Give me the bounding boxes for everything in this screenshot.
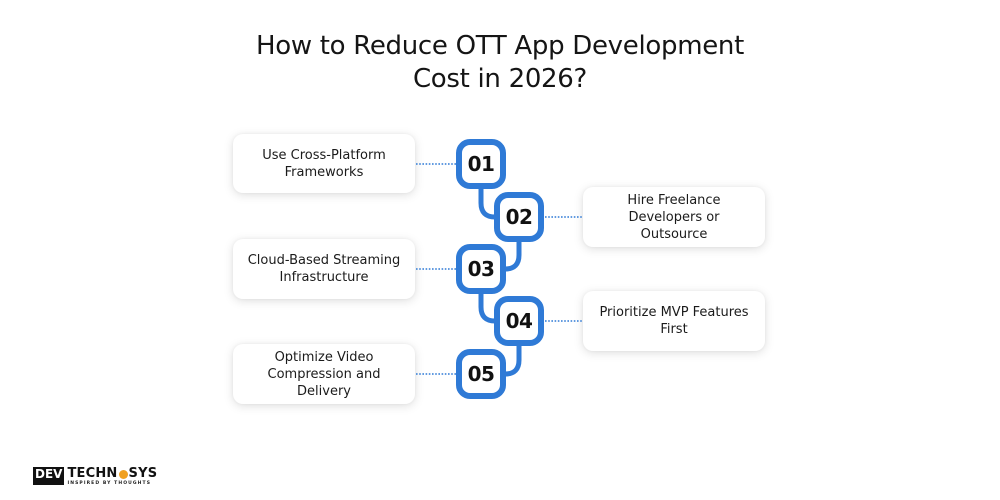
gear-icon: [118, 469, 128, 479]
step-label: Use Cross-Platform Frameworks: [262, 147, 386, 180]
step-number-text: 02: [505, 205, 533, 229]
link-02-03: [502, 238, 522, 272]
step-card-01: Use Cross-Platform Frameworks: [233, 134, 415, 193]
logo-left-text: DEV: [35, 467, 63, 481]
step-label: Hire Freelance Developers or Outsource: [627, 192, 721, 242]
link-01-02: [478, 185, 498, 220]
logo-text-a: TECHN: [67, 466, 118, 481]
step-label: Optimize Video Compression and Delivery: [267, 349, 381, 399]
step-number-text: 01: [467, 152, 495, 176]
step-label: Prioritize MVP Features First: [599, 305, 749, 337]
step-number-text: 04: [505, 309, 533, 333]
page-title: How to Reduce OTT App Development Cost i…: [0, 30, 1000, 96]
logo-text-b: SYS: [128, 466, 158, 481]
step-number-04: 04: [494, 296, 544, 346]
link-03-04: [478, 290, 498, 324]
title-line-1: How to Reduce OTT App Development: [255, 31, 744, 61]
step-number-01: 01: [456, 139, 506, 189]
step-card-03: Cloud-Based Streaming Infrastructure: [233, 239, 415, 299]
step-card-04: Prioritize MVP Features First: [583, 291, 765, 351]
step-card-02: Hire Freelance Developers or Outsource: [583, 187, 765, 247]
link-04-05: [502, 342, 522, 377]
step-number-05: 05: [456, 349, 506, 399]
logo-monitor-icon: DEV: [33, 467, 65, 485]
step-label: Cloud-Based Streaming Infrastructure: [247, 253, 401, 285]
step-number-text: 05: [467, 362, 495, 386]
step-number-02: 02: [494, 192, 544, 242]
brand-logo: DEV TECHN SYS INSPIRED BY THOUGHTS: [33, 467, 157, 489]
logo-tagline: INSPIRED BY THOUGHTS: [67, 481, 152, 486]
step-card-05: Optimize Video Compression and Delivery: [233, 344, 415, 404]
step-number-text: 03: [467, 257, 495, 281]
step-number-03: 03: [456, 244, 506, 294]
title-line-2: Cost in 2026?: [412, 64, 588, 94]
